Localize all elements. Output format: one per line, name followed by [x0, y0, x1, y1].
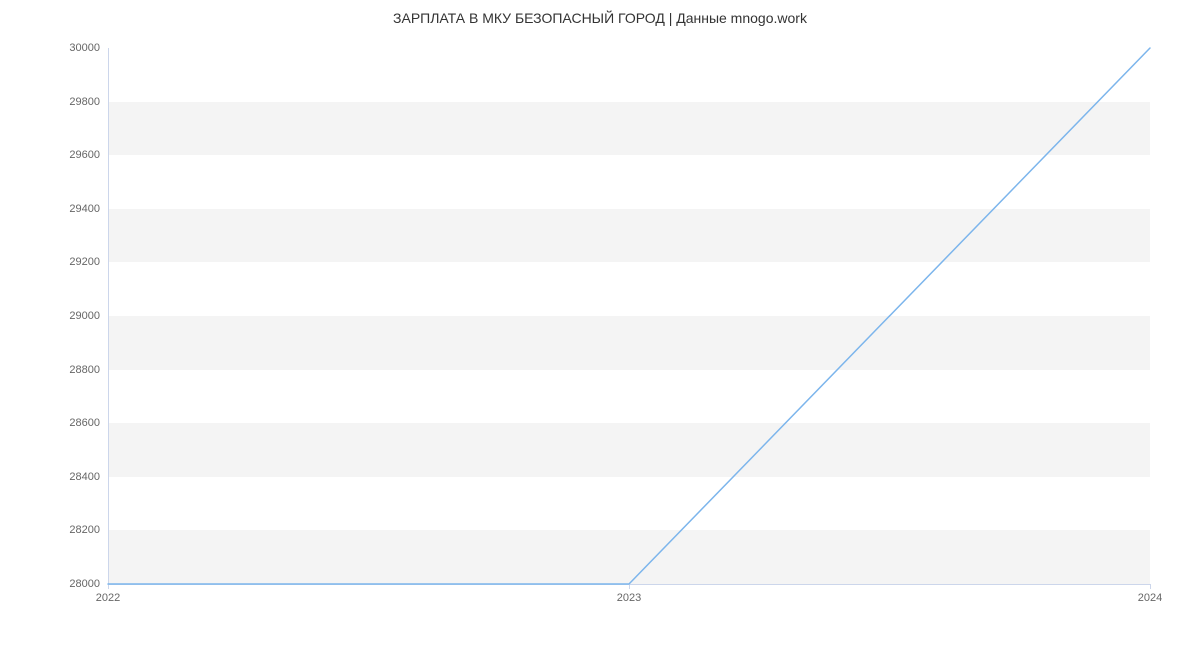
y-tick-label: 28800	[69, 364, 100, 376]
x-tick-label: 2022	[96, 592, 120, 604]
y-tick-label: 28200	[69, 524, 100, 536]
salary-chart: ЗАРПЛАТА В МКУ БЕЗОПАСНЫЙ ГОРОД | Данные…	[0, 0, 1200, 650]
x-tick-mark	[1150, 584, 1151, 589]
y-tick-label: 28000	[69, 578, 100, 590]
y-tick-label: 29400	[69, 203, 100, 215]
y-tick-label: 29600	[69, 149, 100, 161]
x-tick-mark	[108, 584, 109, 589]
y-tick-label: 29800	[69, 96, 100, 108]
series-layer	[108, 48, 1150, 584]
chart-title: ЗАРПЛАТА В МКУ БЕЗОПАСНЫЙ ГОРОД | Данные…	[0, 10, 1200, 26]
y-tick-label: 28600	[69, 417, 100, 429]
x-tick-label: 2023	[617, 592, 641, 604]
y-tick-label: 29200	[69, 256, 100, 268]
x-tick-mark	[629, 584, 630, 589]
y-tick-label: 29000	[69, 310, 100, 322]
x-tick-label: 2024	[1138, 592, 1162, 604]
y-tick-label: 30000	[69, 42, 100, 54]
series-line-salary	[108, 48, 1150, 584]
y-tick-label: 28400	[69, 471, 100, 483]
plot-area: 2800028200284002860028800290002920029400…	[108, 48, 1150, 584]
